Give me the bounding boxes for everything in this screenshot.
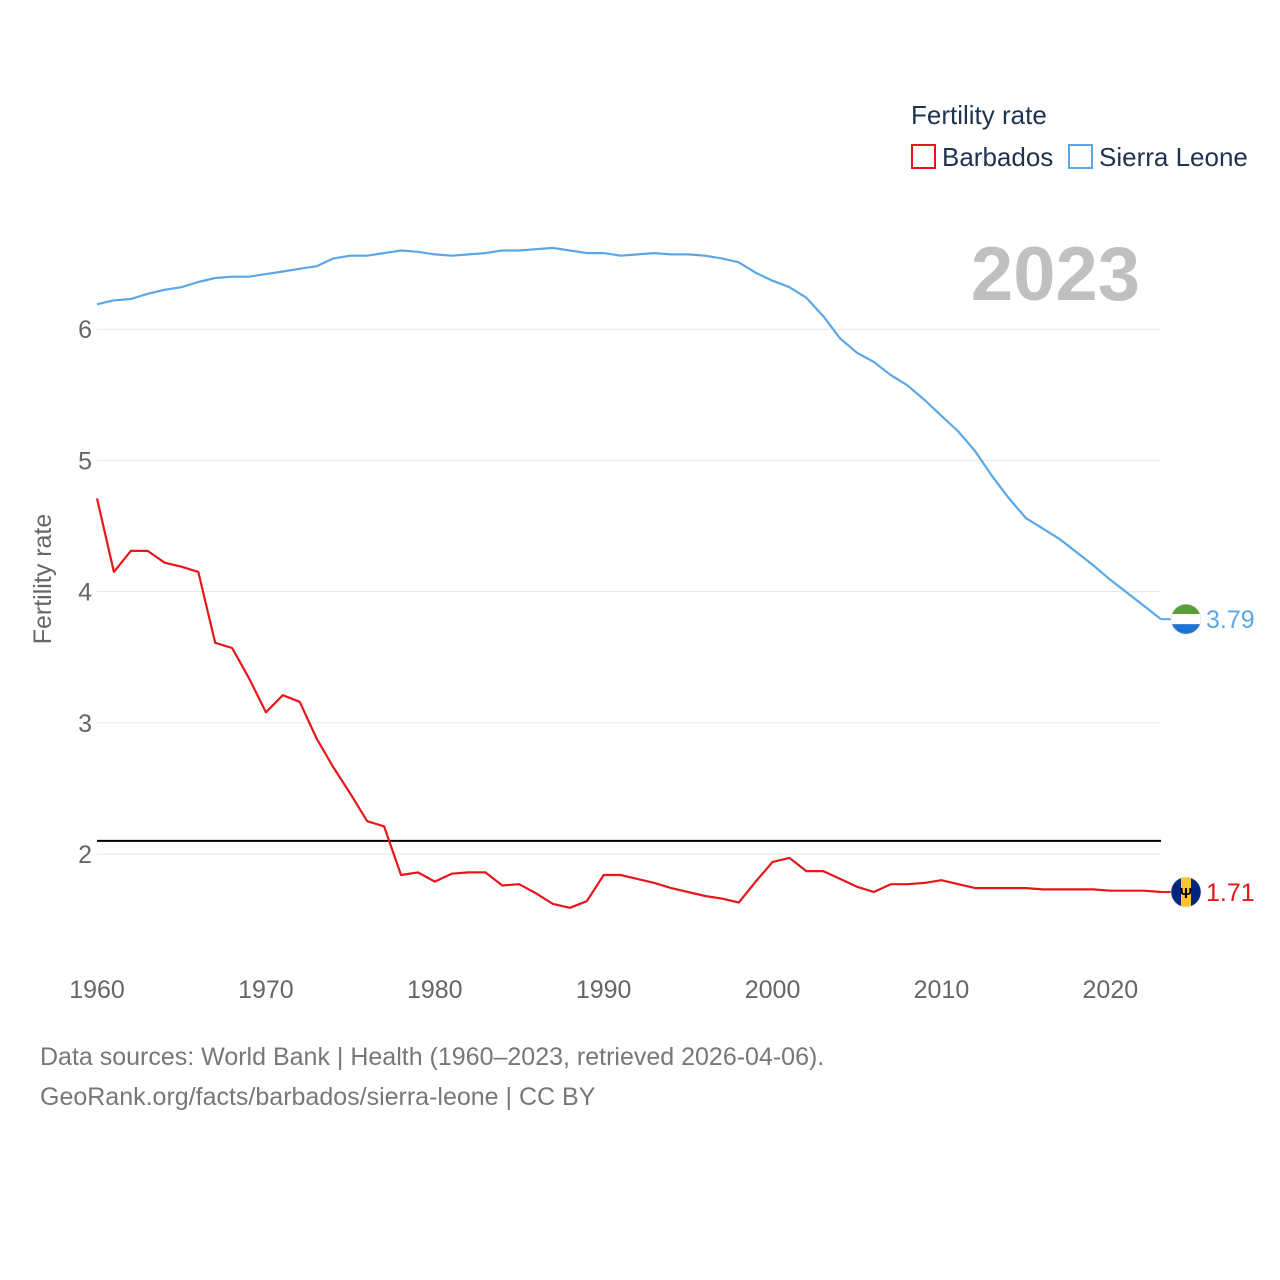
flag-stripe-white xyxy=(1171,614,1201,625)
legend-label-sierra-leone: Sierra Leone xyxy=(1099,142,1248,172)
data-source-note: Data sources: World Bank | Health (1960–… xyxy=(40,1043,825,1071)
flag-stripe-green xyxy=(1171,604,1201,615)
legend-title: Fertility rate xyxy=(911,100,1047,130)
series-lines xyxy=(95,246,1162,909)
x-tick-label-2020: 2020 xyxy=(1083,976,1139,1004)
x-tick-label-1970: 1970 xyxy=(238,976,294,1004)
x-tick-label-2010: 2010 xyxy=(914,976,970,1004)
x-tick-label-1960: 1960 xyxy=(69,976,125,1004)
legend-swatch-sierra-leone xyxy=(1068,144,1093,169)
x-tick-label-1990: 1990 xyxy=(576,976,632,1004)
legend-item-barbados[interactable]: Barbados xyxy=(911,142,1053,172)
legend: Fertility rate Barbados Sierra Leone xyxy=(911,100,1248,172)
series-line-sierra-leone xyxy=(96,246,1162,621)
y-tick-label-2: 2 xyxy=(78,841,92,869)
legend-label-barbados: Barbados xyxy=(942,142,1053,172)
end-value-label-sierra-leone: 3.79 xyxy=(1206,606,1255,634)
x-tick-label-1980: 1980 xyxy=(407,976,463,1004)
flag-band-blue-right xyxy=(1191,877,1201,908)
current-year-label: 2023 xyxy=(971,232,1140,317)
series-line-barbados xyxy=(95,498,1162,909)
y-tick-label-3: 3 xyxy=(78,710,92,738)
flag-band-blue-left xyxy=(1171,877,1181,908)
trident-icon: Ψ xyxy=(1180,885,1192,902)
y-tick-label-4: 4 xyxy=(78,579,92,607)
axis-ticks: 2 3 4 5 6 1960 1970 1980 1990 2000 2010 2020 xyxy=(69,316,1138,1004)
y-axis-title: Fertility rate xyxy=(29,514,57,645)
end-value-label-barbados: 1.71 xyxy=(1206,879,1255,907)
legend-item-sierra-leone[interactable]: Sierra Leone xyxy=(1068,142,1248,172)
flag-stripe-blue xyxy=(1171,624,1201,635)
gridlines xyxy=(97,328,1161,855)
sierra-leone-flag-icon xyxy=(1170,603,1202,635)
legend-swatch-barbados xyxy=(911,144,936,169)
end-markers: Ψ 1.71 3.79 xyxy=(1161,603,1255,908)
y-tick-label-5: 5 xyxy=(78,447,92,475)
x-tick-label-2000: 2000 xyxy=(745,976,801,1004)
y-tick-label-6: 6 xyxy=(78,316,92,344)
source-url[interactable]: GeoRank.org/facts/barbados/sierra-leone … xyxy=(40,1083,596,1111)
flag-band-gold xyxy=(1181,877,1191,908)
barbados-flag-icon: Ψ xyxy=(1170,876,1202,908)
